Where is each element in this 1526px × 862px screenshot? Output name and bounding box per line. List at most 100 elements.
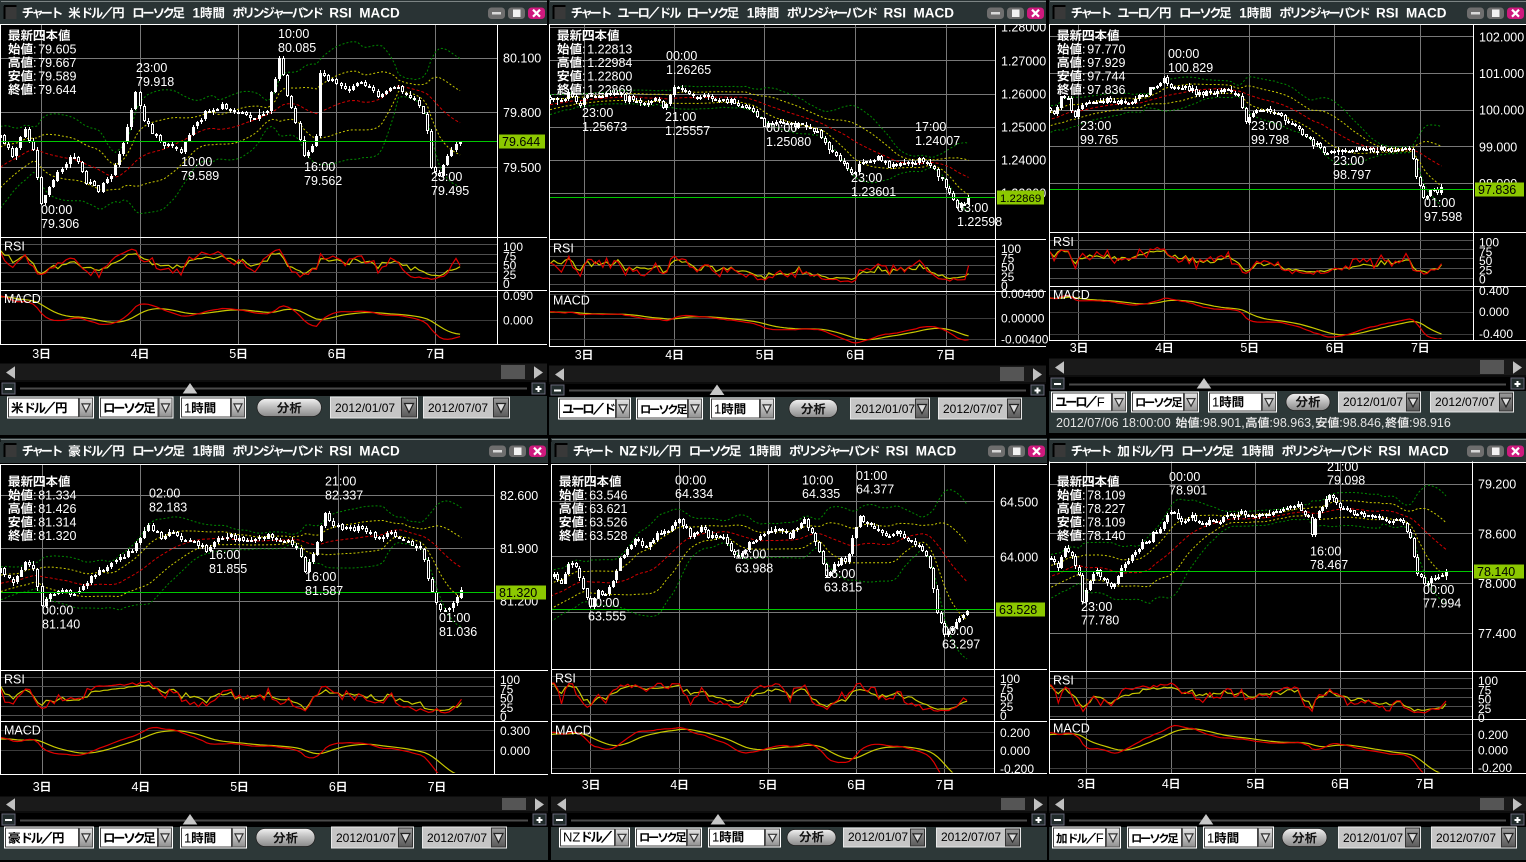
svg-text:81.587: 81.587 xyxy=(305,584,343,598)
svg-text:1: 1 xyxy=(1239,6,1247,21)
svg-text:RSI: RSI xyxy=(329,444,352,459)
svg-text:78.227: 78.227 xyxy=(1087,502,1125,516)
svg-text:01:00: 01:00 xyxy=(856,469,887,483)
svg-text:79.500: 79.500 xyxy=(503,161,541,175)
svg-text:97.744: 97.744 xyxy=(1087,70,1125,84)
svg-text:64.000: 64.000 xyxy=(1000,551,1038,565)
svg-text:3: 3 xyxy=(33,780,40,794)
svg-text::: : xyxy=(1082,529,1085,543)
svg-text:00:00: 00:00 xyxy=(942,624,973,638)
svg-text:100: 100 xyxy=(1479,236,1499,250)
svg-text::: : xyxy=(1082,502,1085,516)
svg-text::: : xyxy=(1082,70,1085,84)
svg-text:1.22869: 1.22869 xyxy=(1000,193,1041,205)
svg-text:23:00: 23:00 xyxy=(431,170,462,184)
svg-text:10:00: 10:00 xyxy=(802,474,833,488)
svg-text:50: 50 xyxy=(1478,693,1492,707)
svg-text:1.25080: 1.25080 xyxy=(766,135,811,149)
svg-text:1.25557: 1.25557 xyxy=(665,124,710,138)
svg-text:F: F xyxy=(1097,395,1105,410)
svg-text:81.426: 81.426 xyxy=(38,502,76,516)
svg-text::98.916: :98.916 xyxy=(1409,416,1451,430)
svg-text:100: 100 xyxy=(1001,242,1021,256)
svg-text:77.780: 77.780 xyxy=(1081,614,1119,628)
svg-text:00:00: 00:00 xyxy=(588,596,619,610)
svg-text:97.770: 97.770 xyxy=(1087,43,1125,57)
svg-text:MACD: MACD xyxy=(359,444,400,459)
svg-text:F: F xyxy=(1096,831,1104,846)
svg-text:1.27000: 1.27000 xyxy=(1001,55,1046,69)
svg-text:25: 25 xyxy=(1000,700,1014,714)
svg-text:16:00: 16:00 xyxy=(304,160,335,174)
svg-text:78.109: 78.109 xyxy=(1087,489,1125,503)
svg-text:MACD: MACD xyxy=(1053,722,1090,736)
svg-text:63.526: 63.526 xyxy=(589,516,627,530)
svg-text:0.200: 0.200 xyxy=(1478,728,1508,742)
svg-text:MACD: MACD xyxy=(553,294,590,308)
svg-text:79.644: 79.644 xyxy=(502,135,540,149)
svg-text:4: 4 xyxy=(1155,341,1162,355)
svg-text:81.900: 81.900 xyxy=(500,542,538,556)
svg-text:23:00: 23:00 xyxy=(136,61,167,75)
svg-text:63.815: 63.815 xyxy=(824,581,862,595)
svg-text:75: 75 xyxy=(1478,683,1492,697)
svg-text:64.335: 64.335 xyxy=(802,487,840,501)
svg-text:79.306: 79.306 xyxy=(41,217,79,231)
svg-text:100: 100 xyxy=(503,240,523,254)
svg-text:0.000: 0.000 xyxy=(503,314,533,328)
svg-text:101.000: 101.000 xyxy=(1479,67,1524,81)
svg-text::: : xyxy=(1082,56,1085,70)
svg-text:2012/01/07: 2012/01/07 xyxy=(855,402,915,416)
svg-text:82.183: 82.183 xyxy=(149,501,187,515)
svg-text:00:00: 00:00 xyxy=(41,203,72,217)
svg-text:82.337: 82.337 xyxy=(325,489,363,503)
svg-text::: : xyxy=(584,516,587,530)
svg-text::98.901,: :98.901, xyxy=(1200,416,1245,430)
svg-text:78.901: 78.901 xyxy=(1169,484,1207,498)
svg-text:-0.400: -0.400 xyxy=(1479,327,1513,341)
svg-text::: : xyxy=(584,502,587,516)
svg-text:01:00: 01:00 xyxy=(439,611,470,625)
svg-text:6: 6 xyxy=(1326,341,1333,355)
svg-text:0.000: 0.000 xyxy=(500,744,530,758)
svg-text:0: 0 xyxy=(503,277,510,291)
svg-text:1.22813: 1.22813 xyxy=(587,43,632,57)
svg-text:23:00: 23:00 xyxy=(1333,154,1364,168)
svg-text:RSI: RSI xyxy=(884,6,907,21)
svg-text:03:00: 03:00 xyxy=(957,201,988,215)
svg-text:-0.200: -0.200 xyxy=(1000,762,1034,776)
svg-text:1.25673: 1.25673 xyxy=(582,120,627,134)
svg-text::: : xyxy=(33,83,36,97)
svg-text:81.320: 81.320 xyxy=(499,586,537,600)
svg-text:6: 6 xyxy=(329,780,336,794)
svg-text:79.918: 79.918 xyxy=(136,75,174,89)
svg-text:78.109: 78.109 xyxy=(1087,516,1125,530)
svg-text:1: 1 xyxy=(184,401,191,416)
svg-text:1: 1 xyxy=(1242,444,1250,459)
svg-text:1: 1 xyxy=(193,6,201,21)
svg-text:81.855: 81.855 xyxy=(209,562,247,576)
svg-text:23:00: 23:00 xyxy=(1080,119,1111,133)
svg-text:79.562: 79.562 xyxy=(304,174,342,188)
svg-text:63.528: 63.528 xyxy=(999,603,1037,617)
svg-text:6: 6 xyxy=(328,347,335,361)
svg-text:7: 7 xyxy=(1411,341,1418,355)
svg-text:79.495: 79.495 xyxy=(431,184,469,198)
svg-text:0: 0 xyxy=(1001,279,1008,293)
svg-text:MACD: MACD xyxy=(4,724,41,738)
svg-text:75: 75 xyxy=(500,682,514,696)
svg-text:00:00: 00:00 xyxy=(42,604,73,618)
svg-text:1.22869: 1.22869 xyxy=(587,83,632,97)
svg-text:75: 75 xyxy=(1479,245,1493,259)
svg-text:2012/07/07: 2012/07/07 xyxy=(428,401,488,415)
svg-text:4: 4 xyxy=(665,348,672,362)
svg-text:23:00: 23:00 xyxy=(582,106,613,120)
svg-text:1.22984: 1.22984 xyxy=(587,56,632,70)
svg-text::: : xyxy=(33,56,36,70)
svg-text:1: 1 xyxy=(749,444,757,459)
svg-text:MACD: MACD xyxy=(916,444,957,459)
svg-text:79.644: 79.644 xyxy=(38,83,76,97)
svg-text:79.098: 79.098 xyxy=(1327,474,1365,488)
svg-text:2012/01/07: 2012/01/07 xyxy=(335,401,395,415)
svg-text:5: 5 xyxy=(759,778,766,792)
